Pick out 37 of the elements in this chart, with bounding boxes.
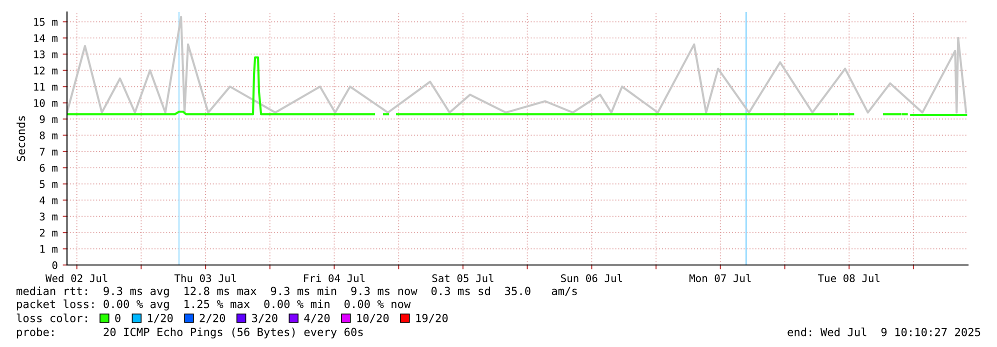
- x-tick-label: Fri 04 Jul: [304, 274, 365, 282]
- x-tick-label: Sun 06 Jul: [561, 274, 622, 282]
- legend-label: 2/20: [200, 314, 226, 324]
- y-tick-label: 0: [52, 261, 58, 270]
- text: packet loss: 0.00 % avg 1.25 % max 0.00 % min 0.00 % now: [17, 300, 411, 310]
- y-tick-label: 12 m: [34, 66, 58, 74]
- text: median rtt: 9.3 ms avg 12.8 ms max 9.3 ms min 9.3 ms now 0.3 ms sd 35.0 am/s: [16, 286, 577, 298]
- y-tick-label: 15 m: [34, 18, 58, 26]
- legend-title: loss color:: [16, 314, 87, 322]
- y-tick-label: 4 m: [40, 196, 58, 204]
- text: end: Wed Jul 9 10:10:27 2025: [788, 328, 980, 336]
- x-tick-label: Wed 02 Jul: [45, 274, 108, 282]
- x-tick-label: Tue 08 Jul: [818, 274, 880, 282]
- line-series: [67, 16, 968, 114]
- legend-label: 4/20: [304, 314, 330, 324]
- y-tick-label: 14 m: [34, 34, 58, 42]
- y-tick-label: 9 m: [40, 115, 58, 124]
- legend-label: 10/20: [357, 314, 389, 324]
- y-tick-label: 8 m: [40, 132, 58, 140]
- legend-label: 0: [115, 314, 120, 322]
- legend-label: 19/20: [416, 314, 448, 324]
- x-tick-label: Thu 03 Jul: [174, 274, 236, 282]
- y-tick-label: 5 m: [40, 180, 58, 188]
- x-tick-label: Mon 07 Jul: [689, 274, 751, 282]
- y-tick-label: 10 m: [34, 99, 58, 107]
- y-axis-title: Seconds: [16, 116, 26, 162]
- y-tick-label: 11 m: [34, 82, 58, 91]
- legend-label: 1/20: [148, 314, 173, 324]
- y-tick-label: 1 m: [40, 245, 58, 253]
- y-tick-label: 7 m: [40, 148, 58, 156]
- text: probe: 20 ICMP Echo Pings (56 Bytes) every 60s: [17, 328, 363, 338]
- y-tick-label: 2 m: [40, 228, 58, 237]
- y-tick-label: 6 m: [40, 164, 58, 172]
- x-tick-label: Sat 05 Jul: [432, 274, 494, 282]
- y-tick-label: 3 m: [40, 212, 58, 220]
- y-tick-label: 13 m: [34, 50, 58, 58]
- legend-label: 3/20: [252, 314, 278, 324]
